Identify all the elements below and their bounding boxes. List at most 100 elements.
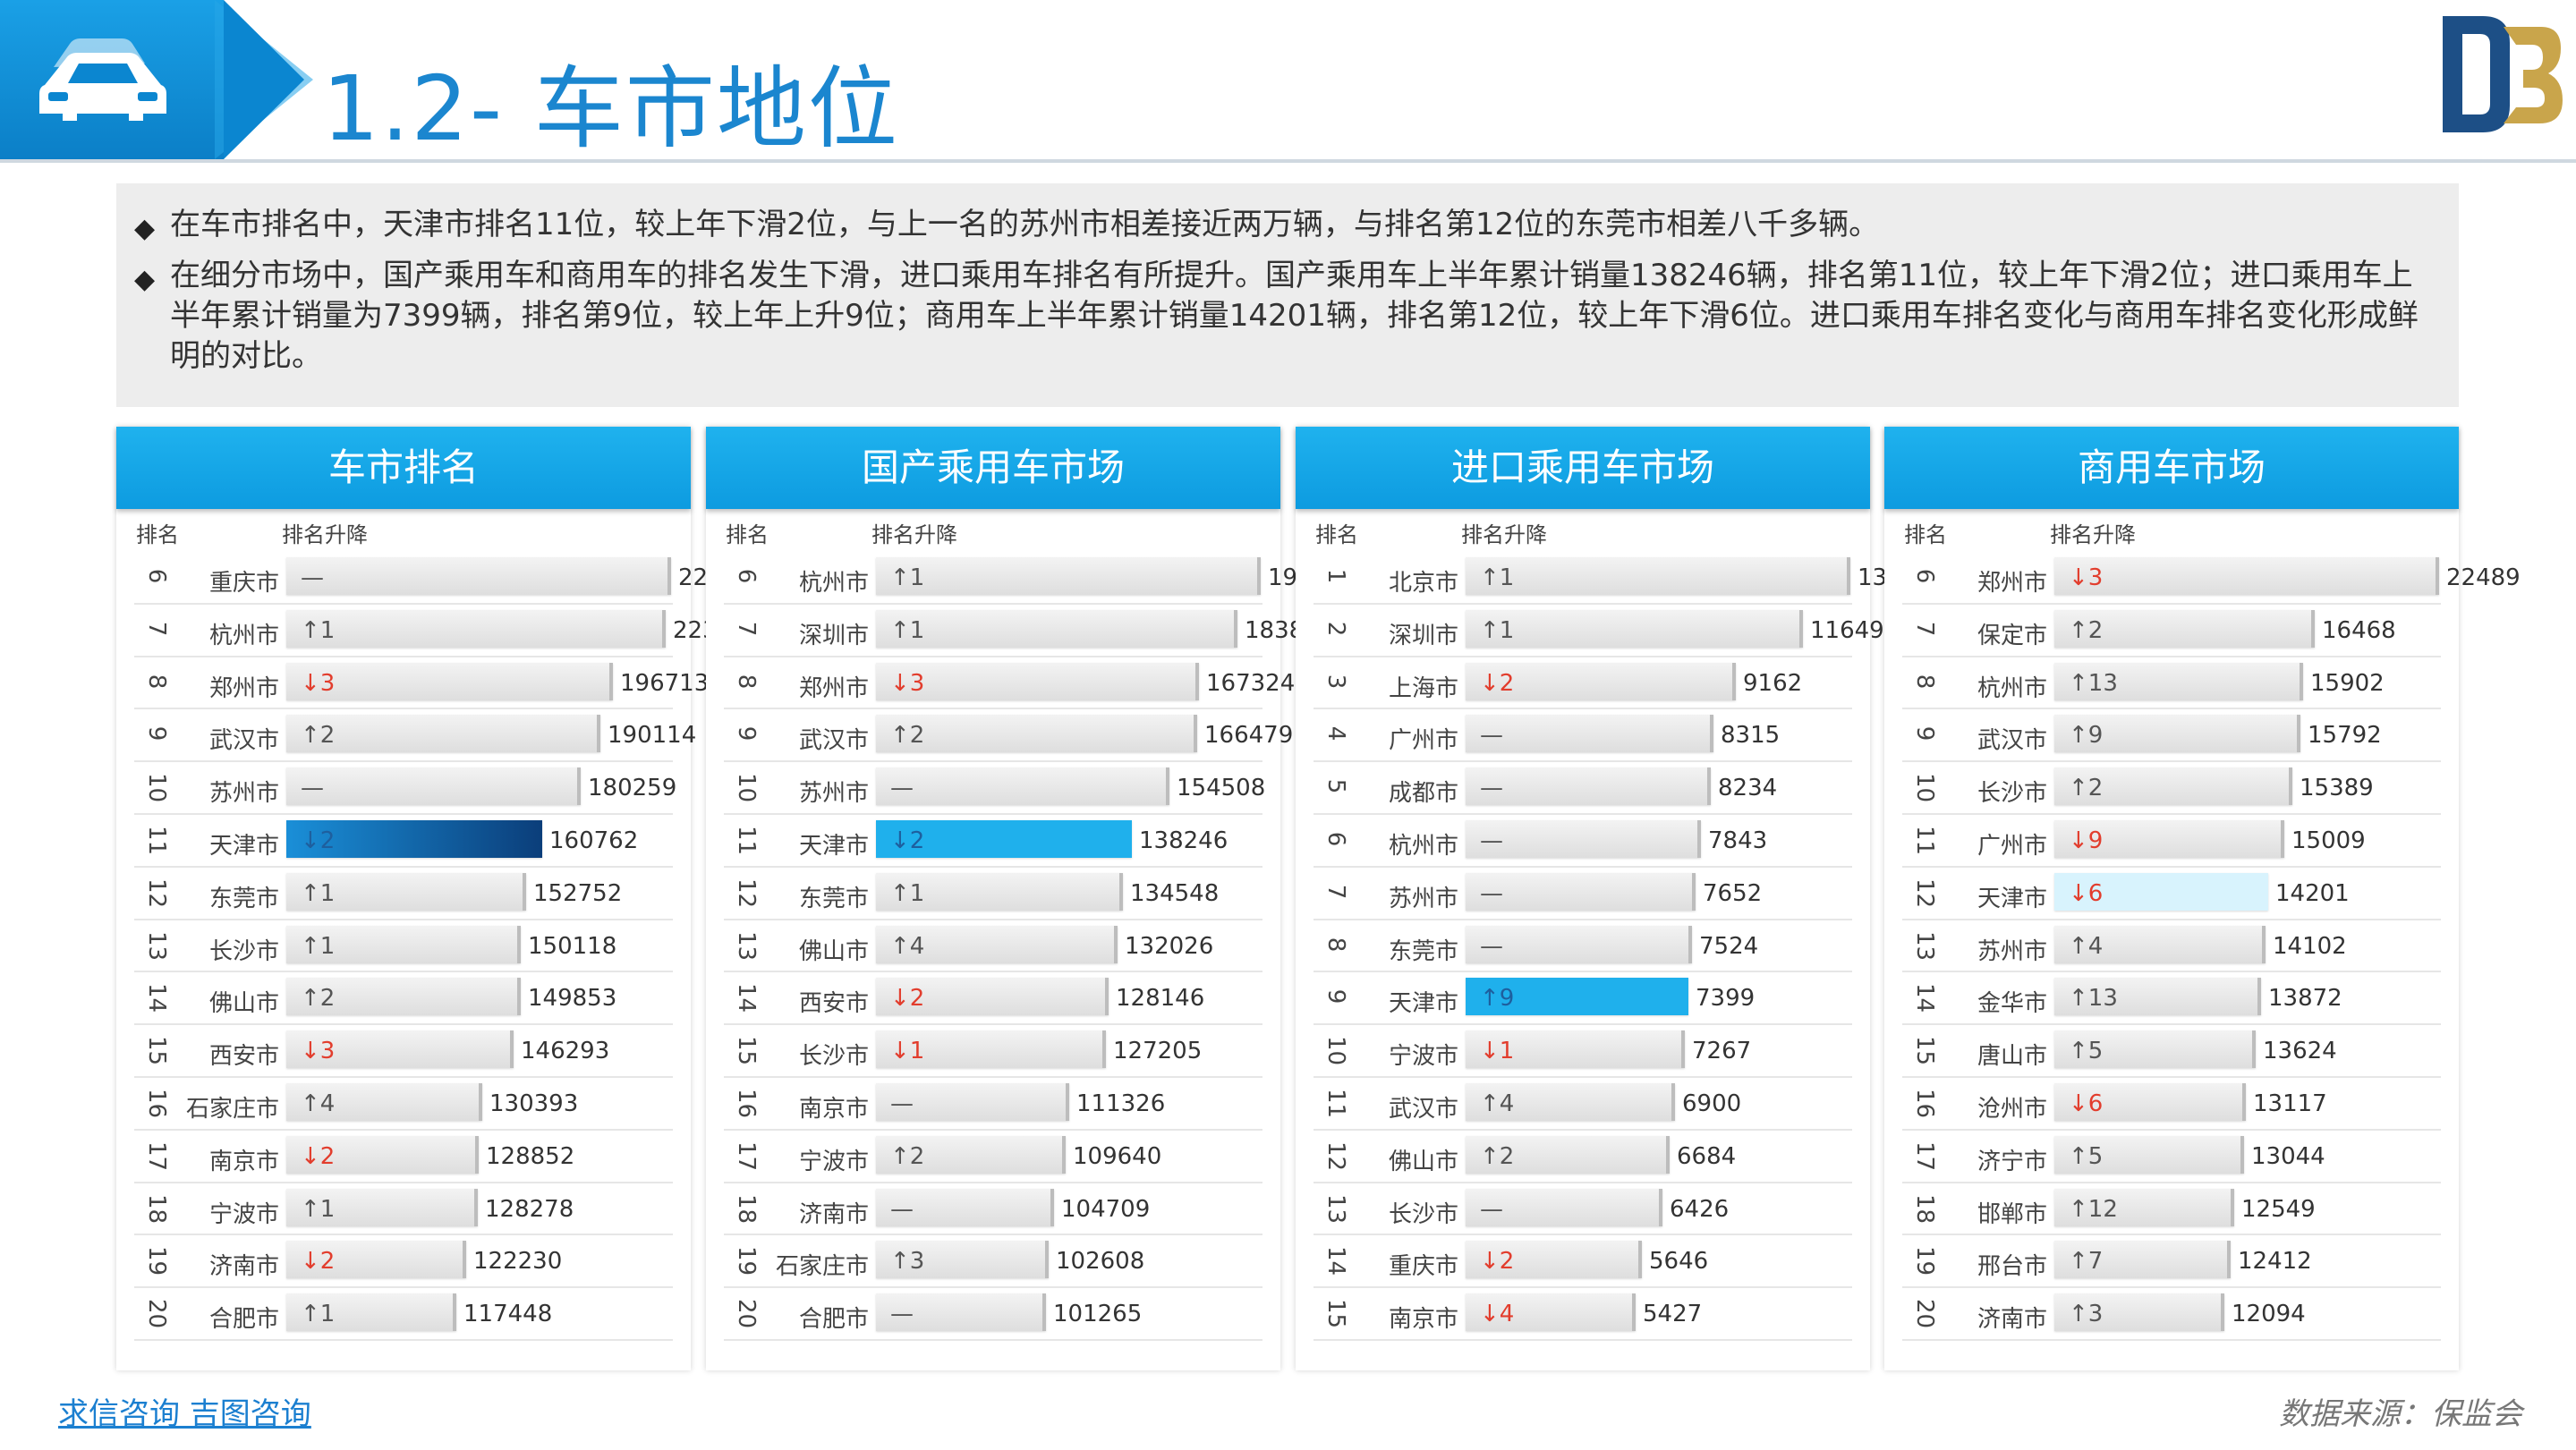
- rank-number: 18: [1911, 1193, 1938, 1224]
- rank-number: 7: [143, 621, 170, 637]
- header-divider: [0, 159, 2576, 163]
- rank-number: 17: [1911, 1140, 1938, 1171]
- value-bar: [876, 1188, 1054, 1226]
- sales-value: 128852: [486, 1142, 575, 1170]
- rank-number: 17: [143, 1140, 170, 1171]
- value-bar: [1466, 609, 1803, 648]
- rank-change: —: [890, 1301, 914, 1328]
- city-name: 苏州市: [1977, 937, 2047, 965]
- table-row: 18 宁波市 ↑1 128278: [134, 1183, 673, 1236]
- sales-value: 12094: [2232, 1301, 2306, 1328]
- sales-value: 146293: [521, 1038, 610, 1065]
- sales-value: 13117: [2253, 1090, 2327, 1117]
- rank-number: 11: [1322, 1088, 1349, 1119]
- city-name: 苏州市: [798, 780, 869, 808]
- city-name: 邯郸市: [1977, 1200, 2047, 1228]
- city-name: 南京市: [208, 1148, 279, 1175]
- rank-change: —: [301, 775, 324, 802]
- value-bar: [876, 557, 1261, 595]
- city-name: 邢台市: [1977, 1253, 2047, 1281]
- panel-imported-passenger: 进口乘用车市场排名排名升降1北京市↑1134082深圳市↑1116493上海市↓…: [1296, 427, 1932, 1370]
- sales-value: 109640: [1073, 1142, 1162, 1170]
- table-row: 8 东莞市 — 7524: [1314, 920, 1852, 973]
- panel-overall-market: 车市排名排名排名升降6重庆市—2259337杭州市↑12231828郑州市↓31…: [116, 427, 767, 1370]
- city-name: 长沙市: [798, 1043, 869, 1071]
- value-bar: [2054, 872, 2268, 911]
- table-row: 9 武汉市 ↑9 15792: [1902, 709, 2441, 763]
- sales-value: 7399: [1696, 985, 1756, 1013]
- panel-title: 国产乘用车市场: [706, 427, 1280, 509]
- sales-value: 12412: [2238, 1248, 2312, 1276]
- rank-number: 16: [143, 1088, 170, 1119]
- rank-number: 13: [143, 930, 170, 961]
- value-bar: [1466, 557, 1850, 595]
- rank-number: 10: [1322, 1036, 1349, 1066]
- rank-change: ↑1: [1480, 564, 1515, 591]
- table-row: 13 长沙市 — 6426: [1314, 1183, 1852, 1236]
- table-row: 11 天津市 ↓2 160762: [134, 815, 673, 868]
- rank-number: 9: [143, 726, 170, 742]
- table-row: 11 天津市 ↓2 138246: [724, 815, 1262, 868]
- table-row: 6 郑州市 ↓3 22489: [1902, 552, 2521, 605]
- rank-number: 8: [1911, 674, 1938, 689]
- table-row: 15 西安市 ↓3 146293: [134, 1025, 673, 1078]
- value-bar: [2054, 1082, 2246, 1121]
- value-bar: [2054, 819, 2284, 858]
- rank-change: ↑4: [890, 932, 925, 960]
- rank-change: ↓3: [301, 669, 336, 697]
- sales-value: 13044: [2251, 1142, 2325, 1170]
- table-row: 10 长沙市 ↑2 15389: [1902, 762, 2441, 815]
- value-bar: [876, 978, 1109, 1016]
- sales-value: 13624: [2263, 1038, 2337, 1065]
- city-name: 杭州市: [798, 570, 869, 597]
- city-name: 宁波市: [208, 1200, 279, 1228]
- value-bar: [876, 1241, 1049, 1279]
- sales-value: 11649: [1810, 616, 1884, 644]
- rank-number: 10: [733, 773, 760, 803]
- car-icon: [39, 38, 166, 121]
- table-row: 14 重庆市 ↓2 5646: [1314, 1235, 1852, 1289]
- rank-change: ↓6: [2069, 879, 2104, 907]
- sales-value: 5646: [1649, 1248, 1709, 1276]
- rank-number: 12: [1322, 1140, 1349, 1171]
- value-bar: [876, 767, 1169, 806]
- table-row: 17 济宁市 ↑5 13044: [1902, 1131, 2441, 1183]
- value-bar: [286, 1188, 478, 1226]
- value-bar: [286, 1135, 479, 1174]
- city-name: 济南市: [1977, 1306, 2047, 1334]
- value-bar: [2054, 557, 2439, 595]
- table-row: 10 苏州市 — 180259: [134, 762, 676, 815]
- column-header-change: 排名升降: [871, 522, 957, 547]
- rank-change: ↑1: [890, 616, 925, 644]
- city-name: 西安市: [798, 990, 869, 1018]
- value-bar: [2054, 1135, 2244, 1174]
- rank-change: ↑2: [1480, 1142, 1515, 1170]
- sales-value: 104709: [1061, 1195, 1151, 1223]
- sales-value: 14201: [2275, 879, 2350, 907]
- city-name: 合肥市: [208, 1306, 279, 1334]
- city-name: 长沙市: [1388, 1200, 1458, 1228]
- value-bar: [1466, 872, 1696, 911]
- table-row: 2 深圳市 ↑1 11649: [1314, 605, 1884, 657]
- city-name: 苏州市: [1388, 885, 1458, 912]
- value-bar: [1466, 662, 1736, 700]
- table-row: 16 南京市 — 111326: [724, 1078, 1262, 1131]
- city-name: 成都市: [1388, 780, 1458, 808]
- rank-number: 20: [733, 1299, 760, 1329]
- header-banner-tip: [224, 0, 304, 159]
- rank-number: 14: [1322, 1246, 1349, 1276]
- footer-company-links[interactable]: 求信咨询 吉图咨询: [58, 1396, 311, 1432]
- column-header-change: 排名升降: [1461, 522, 1547, 547]
- rank-number: 4: [1322, 726, 1349, 742]
- city-name: 济宁市: [1977, 1148, 2047, 1175]
- value-bar: [876, 715, 1197, 753]
- table-row: 8 郑州市 ↓3 196713: [134, 657, 709, 710]
- table-row: 7 深圳市 ↑1 183874: [724, 605, 1333, 657]
- rank-change: ↓4: [1480, 1301, 1515, 1328]
- rank-number: 14: [1911, 983, 1938, 1013]
- rank-change: ↑1: [1480, 616, 1515, 644]
- rank-number: 8: [1322, 937, 1349, 952]
- rank-change: ↑2: [301, 985, 336, 1013]
- footer-data-source: 数据来源：保监会: [2279, 1396, 2522, 1432]
- sales-value: 6426: [1670, 1195, 1730, 1223]
